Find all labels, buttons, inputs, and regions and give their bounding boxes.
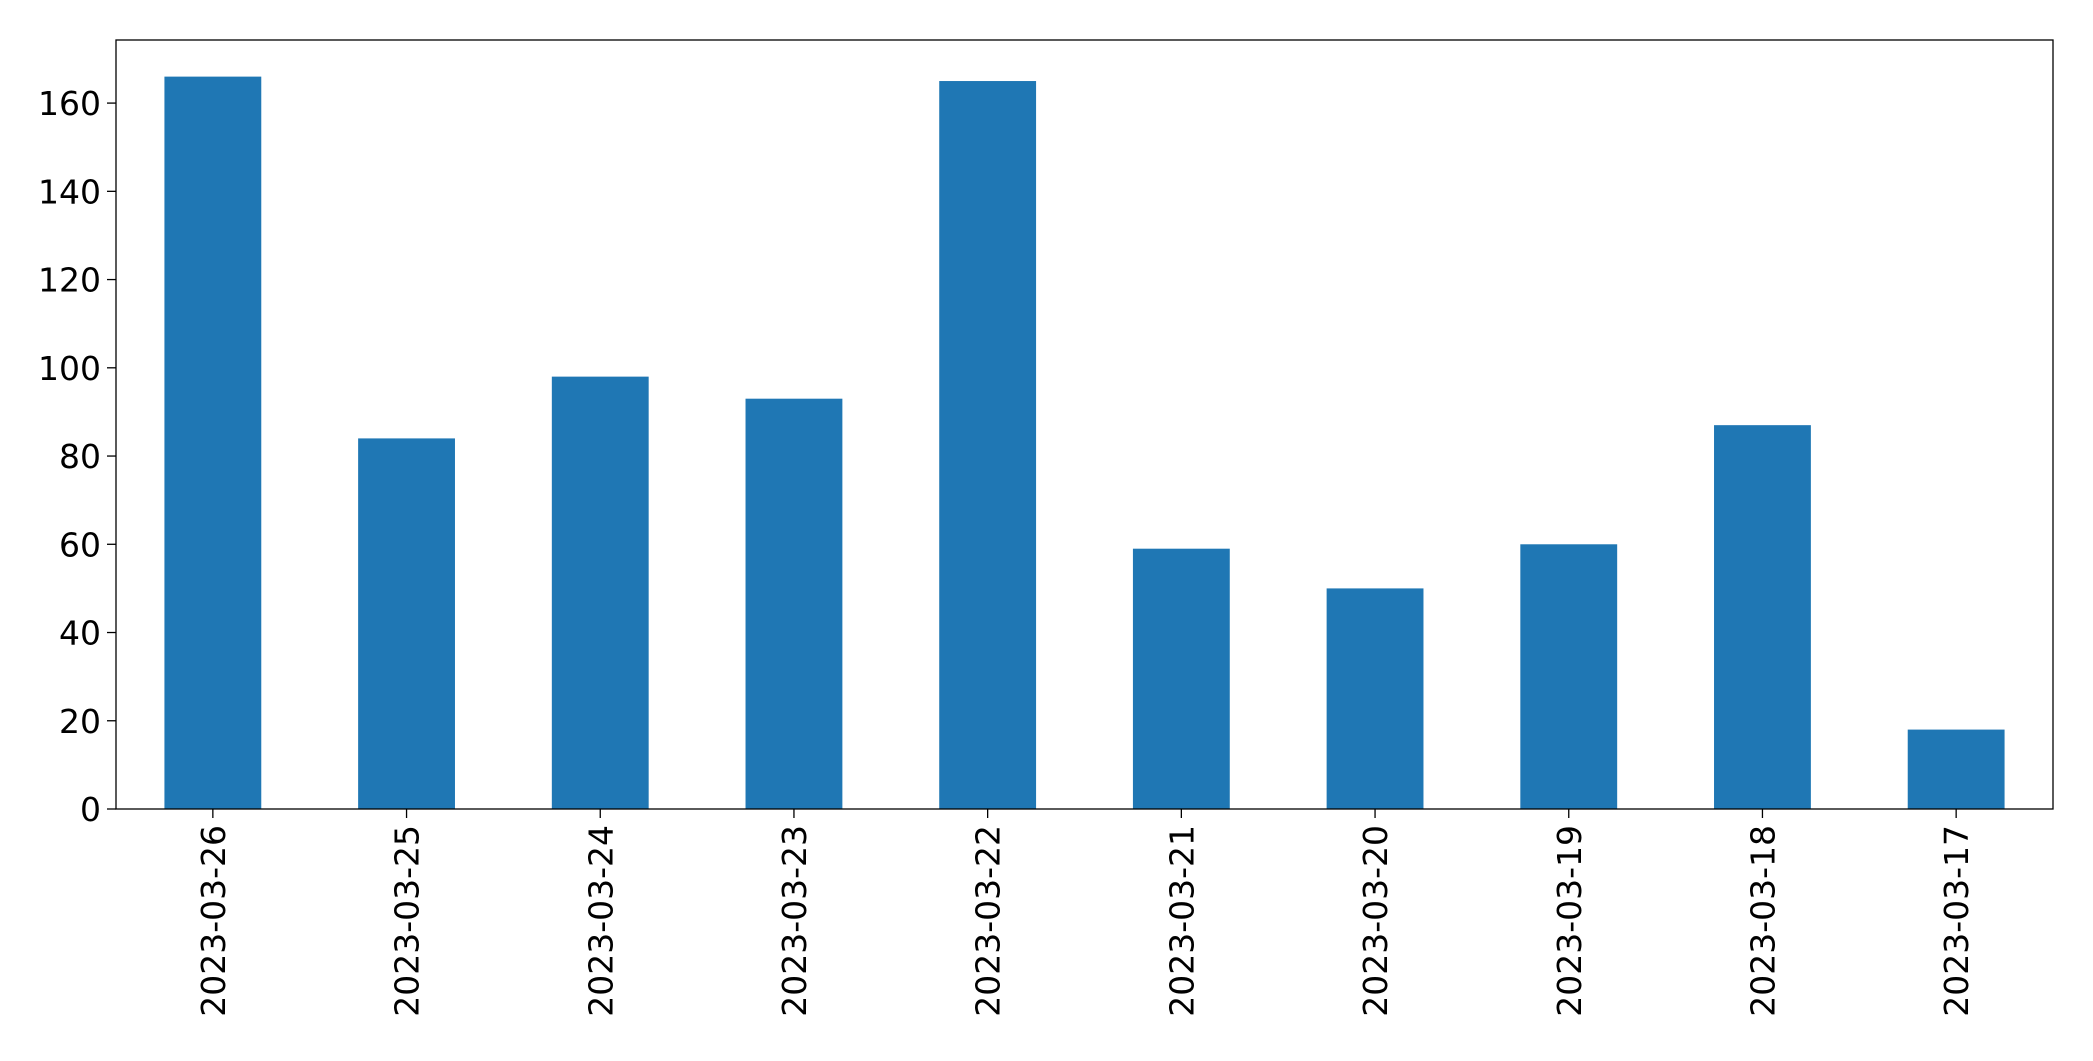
bar bbox=[1326, 588, 1424, 809]
x-tick-label: 2023-03-18 bbox=[1743, 825, 1782, 1017]
y-tick-label: 120 bbox=[38, 261, 101, 300]
bar bbox=[1907, 729, 2005, 809]
y-tick-label: 160 bbox=[38, 84, 101, 123]
x-tick-label: 2023-03-19 bbox=[1550, 825, 1589, 1017]
x-tick-label: 2023-03-20 bbox=[1356, 825, 1395, 1017]
x-tick-label: 2023-03-25 bbox=[388, 825, 427, 1017]
y-tick-label: 80 bbox=[59, 437, 101, 476]
x-tick-label: 2023-03-21 bbox=[1162, 825, 1201, 1017]
y-tick-label: 40 bbox=[59, 614, 101, 653]
y-tick-label: 20 bbox=[59, 702, 101, 741]
bar bbox=[164, 76, 262, 810]
bar bbox=[745, 398, 843, 809]
bar bbox=[358, 438, 455, 809]
y-tick-label: 100 bbox=[38, 349, 101, 388]
y-tick-label: 0 bbox=[80, 790, 101, 829]
bar bbox=[1132, 548, 1230, 809]
x-tick-label: 2023-03-26 bbox=[194, 825, 233, 1017]
y-tick-label: 60 bbox=[59, 525, 101, 564]
x-tick-label: 2023-03-22 bbox=[969, 825, 1008, 1017]
bar bbox=[1520, 544, 1618, 809]
x-tick-label: 2023-03-23 bbox=[775, 825, 814, 1017]
plot-frame bbox=[115, 39, 2054, 810]
bar bbox=[939, 81, 1037, 809]
x-tick-label: 2023-03-17 bbox=[1937, 825, 1976, 1017]
y-tick-label: 140 bbox=[38, 172, 101, 211]
x-tick-label: 2023-03-24 bbox=[581, 825, 620, 1017]
bar bbox=[551, 376, 649, 809]
bar bbox=[1714, 425, 1811, 809]
